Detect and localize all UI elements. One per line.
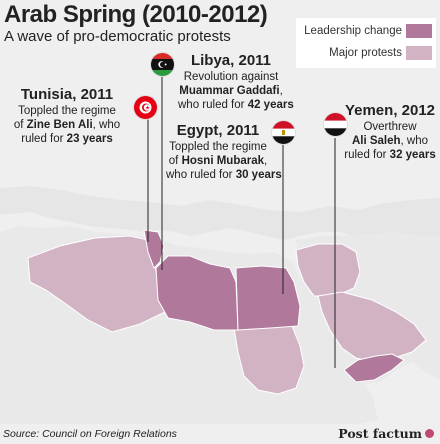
egypt-years: 30 years [235,169,282,181]
brand-logo: Post factum [338,426,434,441]
yemen-leader-post: , who [400,135,429,147]
page-subtitle: A wave of pro-democratic protests [4,28,231,45]
egypt-line-3: who ruled for [166,169,233,181]
libya-flag-icon [151,53,174,76]
legend: Leadership change Major protests [296,18,436,68]
yemen-line-1: Overthrew [363,121,417,133]
egypt-line-2-pre: of [168,155,179,167]
yemen-flag-icon [324,113,347,136]
tunisia-years: 23 years [66,133,113,145]
region-tunisia [143,229,165,269]
page-title: Arab Spring (2010-2012) [4,1,268,28]
tunisia-line-3: ruled for [21,133,64,145]
libya-years: 42 years [247,99,294,111]
egypt-callout: Egypt, 2011 Toppled the regime of Hosni … [166,122,282,182]
egypt-flag-icon [272,121,295,144]
egypt-line-2-post: , [264,155,268,167]
legend-item-leadership-change: Leadership change [296,22,436,44]
legend-label: Leadership change [304,25,402,37]
egypt-line-1: Toppled the regime [169,141,267,153]
region-egypt [235,265,301,331]
brand-name: Post factum [338,426,422,441]
region-syria-iraq [295,243,361,297]
tunisia-country: Tunisia, 2011 [20,86,114,103]
tunisia-flag-icon [134,96,157,119]
libya-line-3: who ruled for [178,99,245,111]
yemen-country: Yemen, 2012 [344,102,436,119]
region-arabia [317,291,427,363]
egypt-country: Egypt, 2011 [176,122,260,139]
legend-swatch [406,46,432,60]
tunisia-line-2-post: , who [92,119,121,131]
yemen-leader: Ali Saleh [351,135,401,147]
libya-callout: Libya, 2011 Revolution against Muammar G… [178,52,294,111]
yemen-line-3: ruled for [344,149,387,161]
libya-line-1: Revolution against [183,71,279,83]
legend-swatch [406,24,432,38]
tunisia-line-2-pre: of [13,119,24,131]
tunisia-leader: Zine Ben Ali [26,119,93,131]
region-yemen [343,353,405,383]
legend-label: Major protests [329,47,402,59]
egypt-leader: Hosni Mubarak [181,155,265,167]
legend-item-major-protests: Major protests [296,44,436,66]
source-note: Source: Council on Foreign Relations [3,428,177,440]
libya-country: Libya, 2011 [190,52,272,69]
libya-leader: Muammar Gaddafi [179,85,280,97]
yemen-years: 32 years [389,149,436,161]
tunisia-callout: Tunisia, 2011 Toppled the regime of Zine… [4,86,130,146]
tunisia-line-1: Toppled the regime [18,105,116,117]
yemen-callout: Yemen, 2012 Overthrew Ali Saleh, who rul… [344,102,436,162]
landmass-europe [0,186,440,240]
brand-dot-icon [425,429,434,438]
